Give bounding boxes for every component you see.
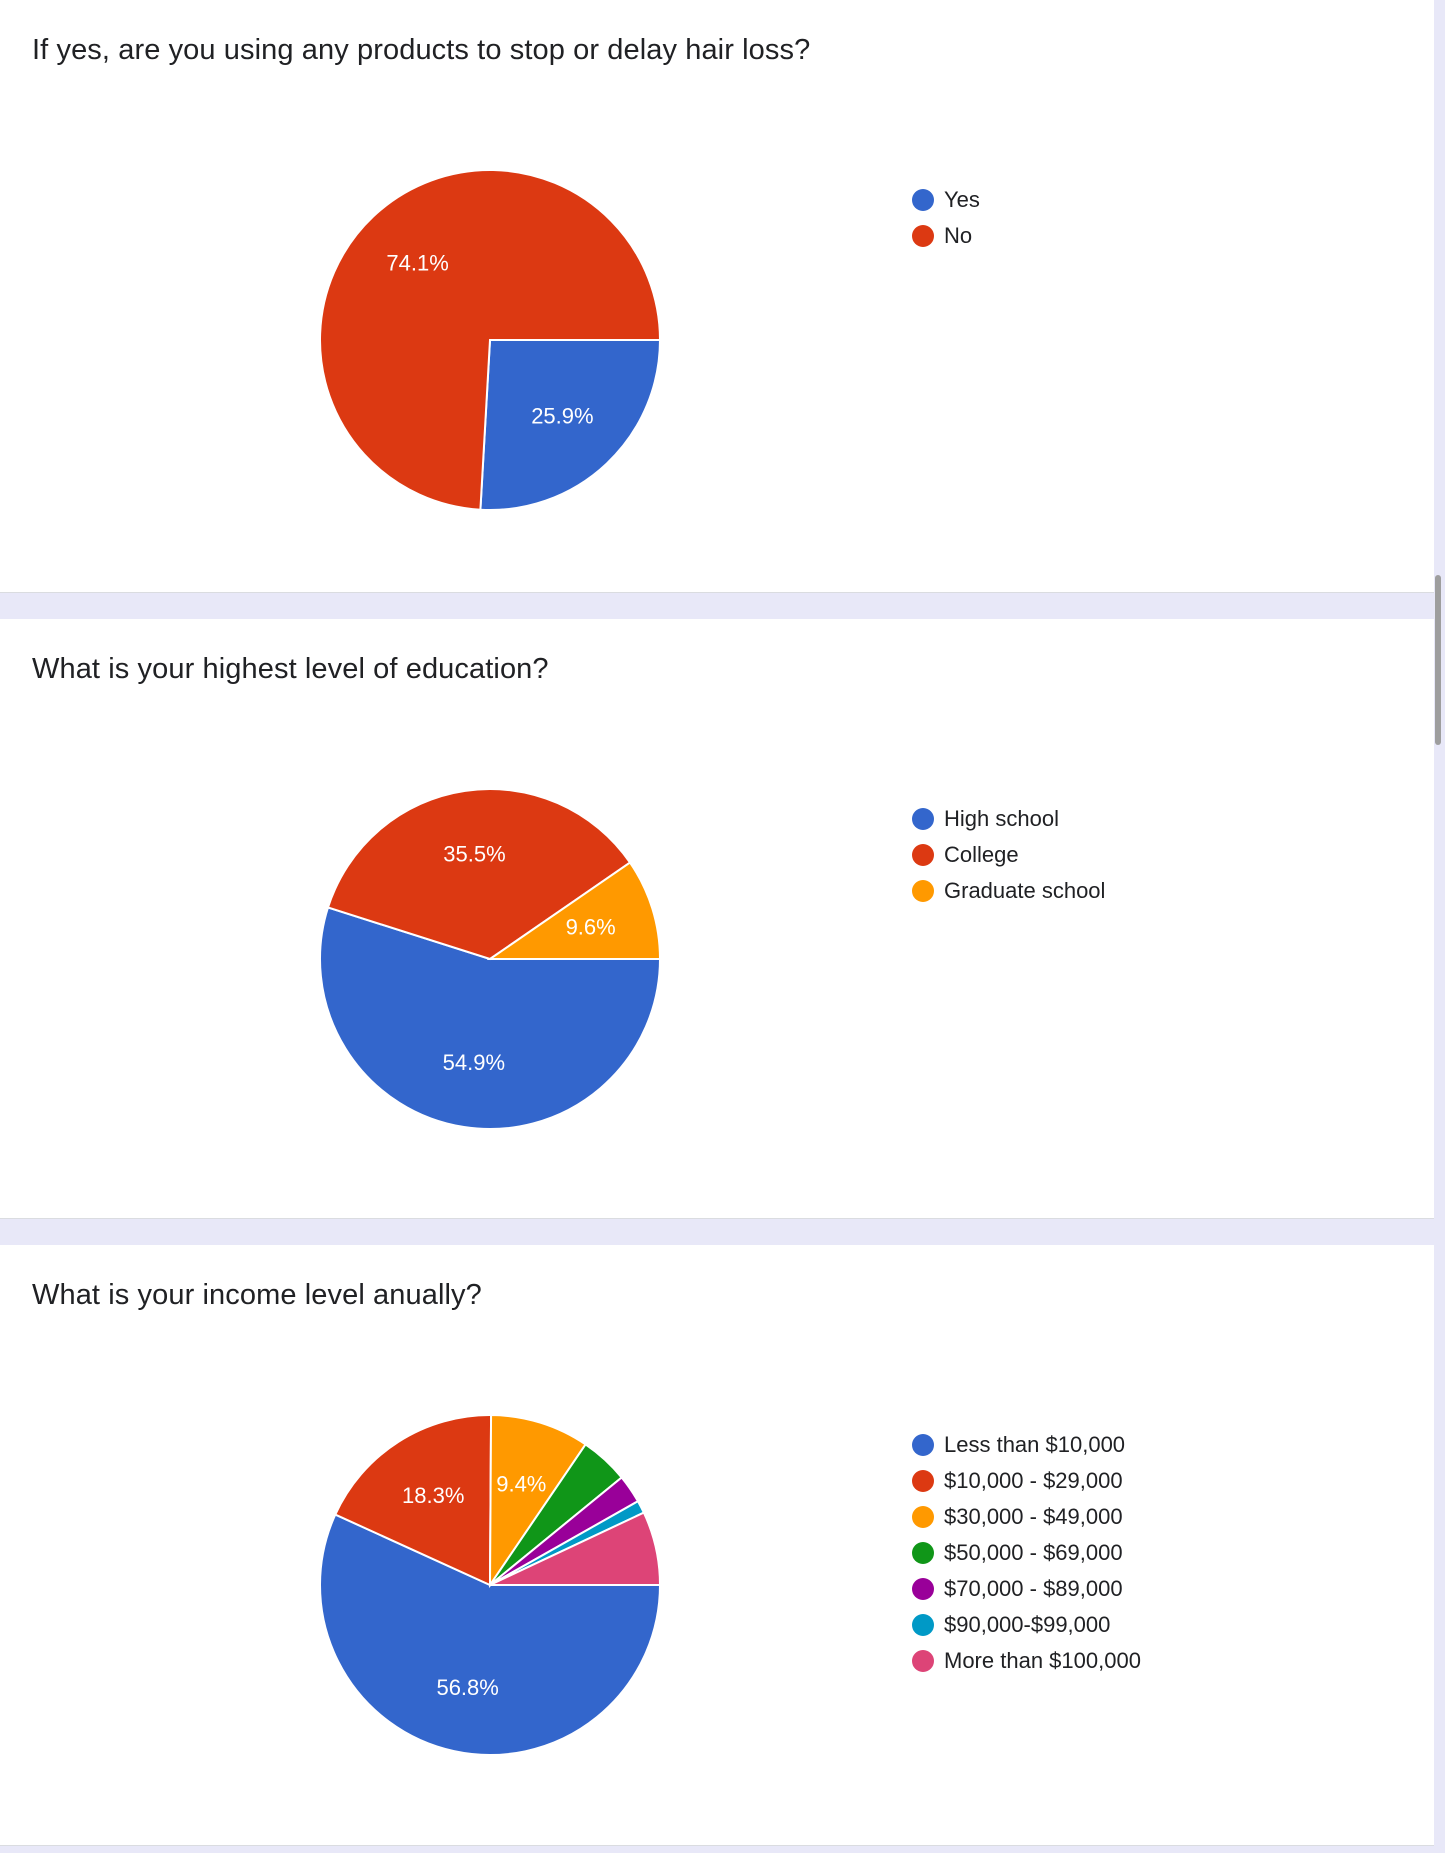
slice-percent-label: 18.3% bbox=[402, 1483, 464, 1508]
legend-label: $10,000 - $29,000 bbox=[944, 1468, 1123, 1493]
chart-card-income: What is your income level anually? 56.8%… bbox=[0, 1245, 1434, 1846]
slice-percent-label: 25.9% bbox=[531, 404, 593, 429]
slice-percent-label: 9.6% bbox=[566, 915, 616, 940]
legend-swatch bbox=[912, 1578, 934, 1600]
legend-item-college[interactable]: College bbox=[912, 837, 1105, 873]
scrollbar-thumb[interactable] bbox=[1435, 575, 1441, 745]
legend-item-50-000-69-000[interactable]: $50,000 - $69,000 bbox=[912, 1535, 1141, 1571]
legend-label: Less than $10,000 bbox=[944, 1432, 1126, 1457]
pie-slice-10-000-29-000[interactable] bbox=[333, 1414, 493, 1587]
legend-label: No bbox=[944, 223, 973, 248]
slice-percent-label: 54.9% bbox=[443, 1050, 505, 1075]
pie-slice-less-than-10-000[interactable] bbox=[319, 1513, 662, 1756]
pie-chart-income: 56.8% 18.3% 9.4% bbox=[319, 1413, 662, 1756]
legend-item-yes[interactable]: Yes bbox=[912, 182, 980, 218]
legend-swatch bbox=[912, 1650, 934, 1672]
pie-slice-no[interactable] bbox=[319, 169, 662, 511]
question-title: If yes, are you using any products to st… bbox=[32, 34, 811, 66]
legend-education: High school College Graduate school bbox=[912, 801, 1105, 909]
slice-percent-label: 74.1% bbox=[386, 250, 448, 275]
legend-label: Graduate school bbox=[944, 878, 1106, 903]
legend-item-less-than-10-000[interactable]: Less than $10,000 bbox=[912, 1427, 1141, 1463]
legend-item-10-000-29-000[interactable]: $10,000 - $29,000 bbox=[912, 1463, 1141, 1499]
pie-slice-college[interactable] bbox=[326, 788, 632, 961]
chart-card-hair-products: If yes, are you using any products to st… bbox=[0, 0, 1434, 593]
legend-label: Yes bbox=[944, 187, 980, 212]
legend-label: More than $100,000 bbox=[944, 1648, 1141, 1673]
legend-item-70-000-89-000[interactable]: $70,000 - $89,000 bbox=[912, 1571, 1141, 1607]
legend-swatch bbox=[912, 880, 934, 902]
legend-label: $30,000 - $49,000 bbox=[944, 1504, 1123, 1529]
pie-chart-education: 54.9% 35.5% 9.6% bbox=[319, 788, 662, 1130]
legend-hair-products: Yes No bbox=[912, 182, 980, 254]
legend-item-high-school[interactable]: High school bbox=[912, 801, 1105, 837]
legend-item-more-than-100-000[interactable]: More than $100,000 bbox=[912, 1643, 1141, 1679]
legend-swatch bbox=[912, 1542, 934, 1564]
legend-swatch bbox=[912, 1470, 934, 1492]
legend-item-30-000-49-000[interactable]: $30,000 - $49,000 bbox=[912, 1499, 1141, 1535]
legend-income: Less than $10,000 $10,000 - $29,000 $30,00… bbox=[912, 1427, 1141, 1679]
legend-item-no[interactable]: No bbox=[912, 218, 980, 254]
legend-swatch bbox=[912, 844, 934, 866]
slice-percent-label: 56.8% bbox=[436, 1675, 498, 1700]
question-title: What is your highest level of education? bbox=[32, 653, 549, 685]
legend-label: $70,000 - $89,000 bbox=[944, 1576, 1123, 1601]
legend-swatch bbox=[912, 189, 934, 211]
pie-chart-hair-products: 25.9% 74.1% bbox=[319, 169, 662, 511]
legend-item-90-000-99-000[interactable]: $90,000-$99,000 bbox=[912, 1607, 1141, 1643]
legend-swatch bbox=[912, 225, 934, 247]
question-title: What is your income level anually? bbox=[32, 1279, 482, 1311]
pie-slice-graduate-school[interactable] bbox=[486, 861, 662, 960]
chart-card-education: What is your highest level of education?… bbox=[0, 619, 1434, 1219]
legend-label: $50,000 - $69,000 bbox=[944, 1540, 1123, 1565]
slice-percent-label: 35.5% bbox=[443, 842, 505, 867]
slice-percent-label: 9.4% bbox=[496, 1471, 546, 1496]
legend-label: High school bbox=[944, 806, 1059, 831]
legend-swatch bbox=[912, 1434, 934, 1456]
pie-slice-yes[interactable] bbox=[479, 339, 662, 511]
pie-slice-high-school[interactable] bbox=[319, 906, 662, 1130]
pie-slice-more-than-100-000[interactable] bbox=[489, 1511, 662, 1586]
legend-item-graduate-school[interactable]: Graduate school bbox=[912, 873, 1105, 909]
legend-swatch bbox=[912, 1506, 934, 1528]
pie-slice-30-000-49-000[interactable] bbox=[488, 1413, 587, 1589]
legend-label: College bbox=[944, 842, 1019, 867]
legend-swatch bbox=[912, 808, 934, 830]
legend-label: $90,000-$99,000 bbox=[944, 1612, 1111, 1637]
legend-swatch bbox=[912, 1614, 934, 1636]
